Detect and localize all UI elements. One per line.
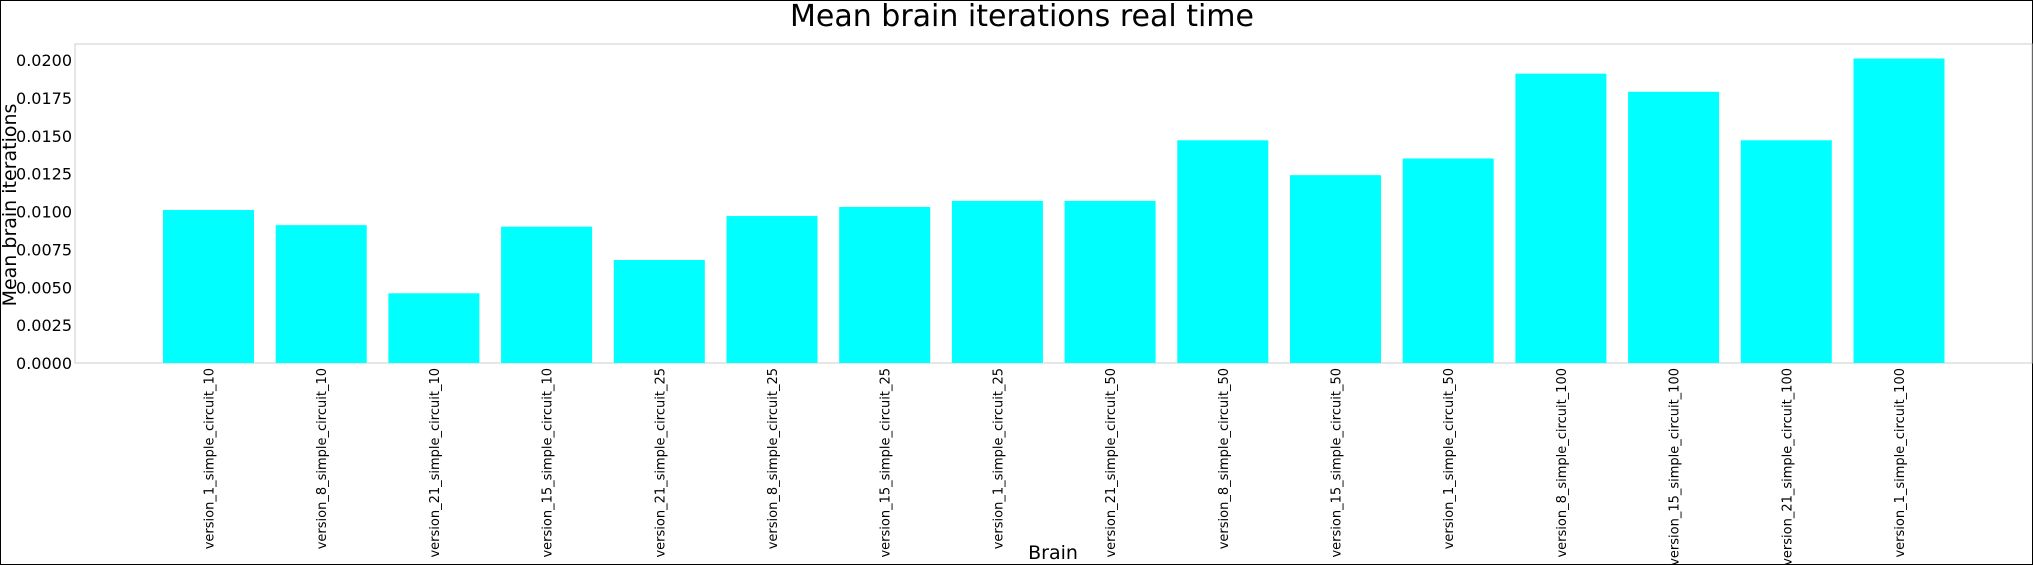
y-tick-label: 0.0200	[16, 51, 72, 70]
y-tick-label: 0.0000	[16, 354, 72, 373]
y-tick-label: 0.0125	[16, 165, 72, 184]
x-axis-ticks: version_1_simple_circuit_10 version_8_sim…	[203, 368, 1909, 565]
x-tick-label: version_1_simple_circuit_50	[1442, 368, 1457, 549]
bar	[1290, 175, 1381, 363]
x-tick-label: version_15_simple_circuit_10	[541, 368, 556, 558]
y-tick-label: 0.0075	[16, 240, 72, 259]
x-tick-label: version_15_simple_circuit_50	[1330, 368, 1345, 558]
y-tick-label: 0.0100	[16, 203, 72, 222]
bar	[1515, 73, 1607, 363]
bar	[951, 200, 1043, 363]
x-tick-label: version_8_simple_circuit_50	[1217, 368, 1232, 549]
x-tick-label: version_15_simple_circuit_25	[879, 368, 894, 558]
y-tick-label: 0.0175	[16, 89, 72, 108]
bar	[501, 226, 593, 363]
x-tick-label: version_8_simple_circuit_25	[766, 368, 781, 549]
x-tick-label: version_8_simple_circuit_10	[315, 368, 330, 549]
bar	[1853, 58, 1945, 364]
bar	[275, 225, 367, 363]
x-tick-label: version_21_simple_circuit_25	[653, 368, 668, 558]
bar	[1177, 140, 1269, 363]
x-tick-label: version_1_simple_circuit_10	[203, 368, 218, 549]
bar	[1064, 200, 1156, 363]
bar	[839, 206, 931, 363]
bar	[613, 259, 705, 363]
bar	[1402, 158, 1494, 363]
x-tick-label: version_1_simple_circuit_100	[1893, 368, 1908, 558]
y-axis-label: Mean brain iterations	[0, 104, 21, 307]
bars-group	[163, 58, 1945, 364]
y-tick-label: 0.0025	[16, 316, 72, 335]
y-tick-label: 0.0050	[16, 278, 72, 297]
y-tick-label: 0.0150	[16, 127, 72, 146]
plot-area	[74, 43, 2033, 364]
bar	[163, 209, 254, 363]
chart-title: Mean brain iterations real time	[790, 0, 1254, 34]
y-axis-ticks: 0.0000 0.0025 0.0050 0.0075 0.0100 0.0125 0.01…	[16, 51, 72, 373]
x-tick-label: version_21_simple_circuit_50	[1104, 368, 1119, 558]
x-axis-label: Brain	[1028, 542, 1078, 564]
bar	[1628, 91, 1720, 363]
x-tick-label: version_15_simple_circuit_100	[1668, 368, 1683, 565]
x-tick-label: version_21_simple_circuit_100	[1780, 368, 1795, 565]
bar	[1740, 140, 1832, 363]
bar	[726, 216, 818, 363]
x-tick-label: version_8_simple_circuit_100	[1555, 368, 1570, 558]
x-tick-label: version_21_simple_circuit_10	[428, 368, 443, 558]
bar	[388, 293, 480, 363]
x-tick-label: version_1_simple_circuit_25	[991, 368, 1006, 549]
